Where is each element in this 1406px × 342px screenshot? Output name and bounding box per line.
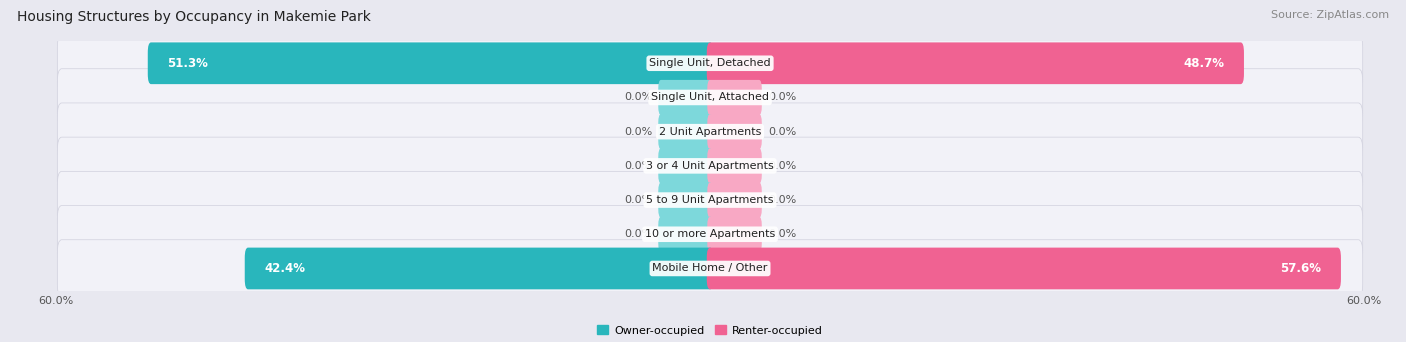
FancyBboxPatch shape — [707, 80, 762, 115]
FancyBboxPatch shape — [58, 240, 1362, 297]
Legend: Owner-occupied, Renter-occupied: Owner-occupied, Renter-occupied — [593, 321, 827, 340]
Text: 0.0%: 0.0% — [768, 161, 796, 171]
FancyBboxPatch shape — [58, 206, 1362, 263]
Text: 42.4%: 42.4% — [264, 262, 305, 275]
Text: 0.0%: 0.0% — [768, 92, 796, 103]
FancyBboxPatch shape — [707, 217, 762, 252]
FancyBboxPatch shape — [58, 171, 1362, 229]
Text: 51.3%: 51.3% — [167, 57, 208, 70]
Text: 2 Unit Apartments: 2 Unit Apartments — [659, 127, 761, 137]
Text: 0.0%: 0.0% — [624, 229, 652, 239]
Text: Single Unit, Detached: Single Unit, Detached — [650, 58, 770, 68]
Text: 5 to 9 Unit Apartments: 5 to 9 Unit Apartments — [647, 195, 773, 205]
FancyBboxPatch shape — [658, 217, 713, 252]
FancyBboxPatch shape — [658, 114, 713, 149]
Text: 0.0%: 0.0% — [624, 127, 652, 137]
FancyBboxPatch shape — [58, 35, 1362, 92]
Text: 10 or more Apartments: 10 or more Apartments — [645, 229, 775, 239]
Text: Single Unit, Attached: Single Unit, Attached — [651, 92, 769, 103]
FancyBboxPatch shape — [148, 42, 713, 84]
Text: 0.0%: 0.0% — [768, 195, 796, 205]
FancyBboxPatch shape — [658, 183, 713, 218]
FancyBboxPatch shape — [707, 114, 762, 149]
Text: 48.7%: 48.7% — [1184, 57, 1225, 70]
Text: 0.0%: 0.0% — [768, 127, 796, 137]
Text: 57.6%: 57.6% — [1281, 262, 1322, 275]
FancyBboxPatch shape — [58, 103, 1362, 160]
FancyBboxPatch shape — [245, 248, 713, 289]
Text: Housing Structures by Occupancy in Makemie Park: Housing Structures by Occupancy in Makem… — [17, 10, 371, 24]
FancyBboxPatch shape — [707, 183, 762, 218]
Text: 0.0%: 0.0% — [624, 92, 652, 103]
FancyBboxPatch shape — [658, 80, 713, 115]
FancyBboxPatch shape — [707, 42, 1244, 84]
Text: 0.0%: 0.0% — [624, 161, 652, 171]
FancyBboxPatch shape — [707, 148, 762, 183]
Text: 0.0%: 0.0% — [624, 195, 652, 205]
FancyBboxPatch shape — [58, 137, 1362, 195]
FancyBboxPatch shape — [58, 69, 1362, 126]
Text: 0.0%: 0.0% — [768, 229, 796, 239]
Text: Source: ZipAtlas.com: Source: ZipAtlas.com — [1271, 10, 1389, 20]
Text: 3 or 4 Unit Apartments: 3 or 4 Unit Apartments — [647, 161, 773, 171]
FancyBboxPatch shape — [707, 248, 1341, 289]
FancyBboxPatch shape — [658, 148, 713, 183]
Text: Mobile Home / Other: Mobile Home / Other — [652, 263, 768, 274]
